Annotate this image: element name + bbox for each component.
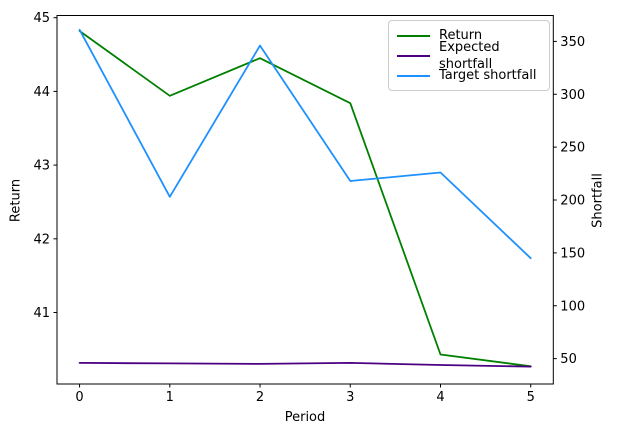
x-tick-label: 2 — [256, 390, 264, 405]
legend-item-target-shortfall: Target shortfall — [397, 67, 540, 84]
target-shortfall-line-swatch — [397, 74, 430, 77]
y-tick-label-left: 42 — [33, 232, 50, 247]
return-line — [78, 30, 532, 368]
y-tick-label-right: 350 — [560, 35, 585, 50]
y-axis-label-right: Shortfall — [590, 173, 606, 228]
x-tick-label: 0 — [75, 390, 83, 405]
return-line-swatch — [397, 34, 430, 37]
y-tick-label-right: 200 — [560, 194, 585, 209]
legend-label-return: Return — [439, 28, 483, 43]
legend-label-expected-shortfall: Expected shortfall — [439, 39, 500, 72]
x-tick-label: 5 — [527, 390, 535, 405]
target-shortfall-line — [78, 28, 532, 260]
x-axis-label: Period — [284, 410, 326, 425]
y-tick-label-left: 45 — [33, 11, 50, 26]
legend-label-target-shortfall: Target shortfall — [439, 68, 537, 83]
y-tick-label-left: 43 — [33, 159, 50, 174]
x-tick-label: 1 — [166, 390, 174, 405]
y-tick-label-right: 300 — [560, 88, 585, 103]
legend: Return Expected shortfall Target shortfa… — [388, 20, 550, 91]
expected-shortfall-line-swatch — [397, 54, 430, 57]
y-tick-label-right: 100 — [560, 299, 585, 314]
legend-item-return: Return — [397, 27, 540, 44]
y-tick-label-right: 150 — [560, 246, 585, 261]
x-tick-label: 4 — [436, 390, 444, 405]
y-tick-label-left: 44 — [33, 85, 50, 100]
x-tick-label: 3 — [346, 390, 354, 405]
y-tick-label-right: 50 — [560, 352, 577, 367]
y-tick-label-left: 41 — [33, 306, 50, 321]
y-axis-label-left: Return — [8, 178, 24, 223]
legend-item-expected-shortfall: Expected shortfall — [397, 40, 540, 72]
expected-shortfall-line — [78, 361, 532, 368]
y-tick-label-right: 250 — [560, 141, 585, 156]
